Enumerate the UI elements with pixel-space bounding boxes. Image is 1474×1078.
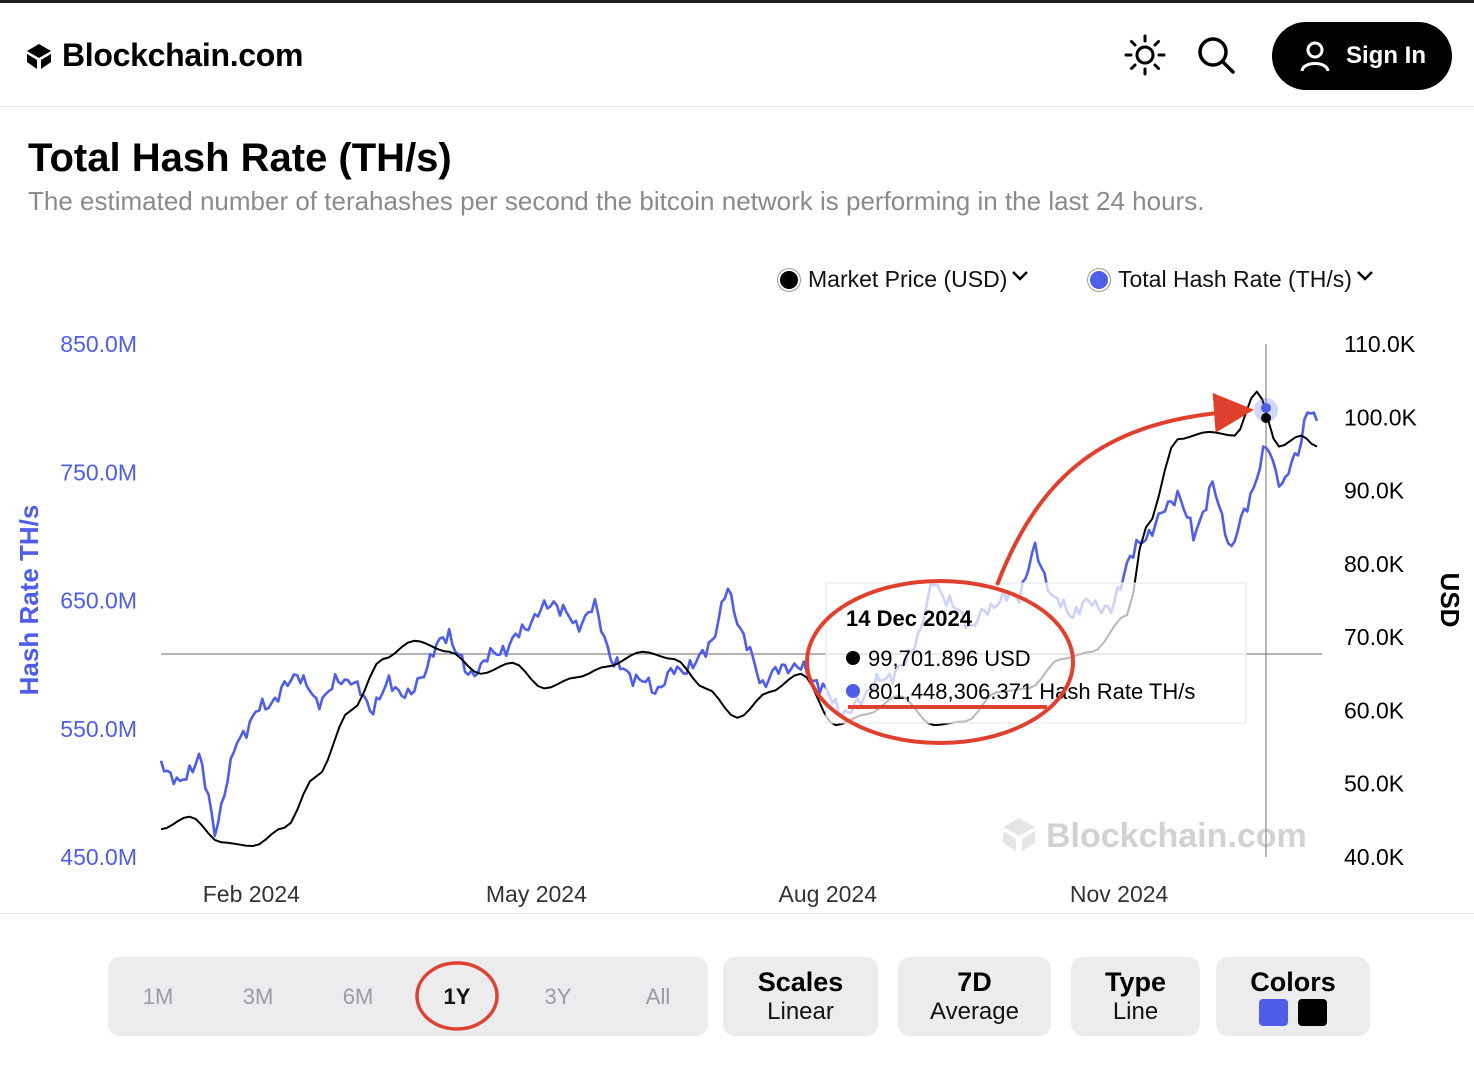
colors-title: Colors [1250,967,1336,997]
color-swatch-price[interactable] [1298,999,1327,1026]
logo[interactable]: Blockchain.com [24,37,304,74]
x-tick-label: Nov 2024 [1070,881,1169,907]
watermark-text: Blockchain.com [1046,817,1307,855]
user-icon [1300,41,1330,72]
x-tick-label: Feb 2024 [203,881,300,907]
site-header: Blockchain.com Sign In [0,3,1474,107]
y-left-tick-label: 850.0M [60,331,137,357]
average-control[interactable]: 7D Average [898,957,1051,1036]
colors-control[interactable]: Colors [1216,957,1370,1036]
range-1m-button[interactable]: 1M [142,983,174,1009]
y-right-tick-label: 110.0K [1344,331,1416,357]
y-left-tick-label: 550.0M [60,716,137,742]
y-axis-right-title: USD [1435,573,1465,628]
tooltip-hash-value: 801,448,306.371 Hash Rate TH/s [868,679,1195,704]
range-6m-button[interactable]: 6M [342,983,374,1009]
sign-in-button[interactable]: Sign In [1272,22,1452,90]
y-axis-left-title: Hash Rate TH/s [14,505,44,696]
tooltip-price-value: 99,701.896 USD [868,646,1031,671]
footer-divider [0,913,1474,914]
type-control[interactable]: Type Line [1071,957,1200,1036]
legend-label-price: Market Price (USD) [808,266,1008,292]
page-subtitle: The estimated number of terahashes per s… [28,186,1205,216]
y-right-tick-label: 40.0K [1344,844,1405,870]
page-title: Total Hash Rate (TH/s) [28,136,452,180]
theme-toggle-sun-icon[interactable] [1123,33,1167,77]
y-right-tick-label: 100.0K [1344,404,1418,430]
y-right-tick-label: 60.0K [1344,697,1405,723]
y-right-tick-label: 80.0K [1344,551,1405,577]
x-tick-label: Aug 2024 [779,881,878,907]
y-left-tick-label: 650.0M [60,588,137,614]
hover-hash-point [1261,403,1271,413]
legend-market-price[interactable]: Market Price (USD) [778,266,1030,293]
type-value: Line [1112,997,1159,1025]
range-3m-button[interactable]: 3M [242,983,274,1009]
legend-hash-rate[interactable]: Total Hash Rate (TH/s) [1088,266,1375,293]
annotation-ellipse [805,579,1075,745]
chevron-down-icon [1012,270,1029,281]
scales-value: Linear [767,997,834,1025]
hash-rate-chart[interactable]: Blockchain.com 850.0M 750.0M 650.0M 550.0M 4… [0,320,1474,910]
watermark: Blockchain.com [1003,817,1307,855]
sign-in-label: Sign In [1346,42,1426,69]
average-title: 7D [957,966,992,997]
color-swatch-hash[interactable] [1259,999,1288,1026]
annotation-circle-1y [415,961,499,1031]
tooltip-date: 14 Dec 2024 [846,606,973,631]
hash-rate-series-line [159,411,1319,838]
average-value: Average [930,997,1019,1025]
range-all-button[interactable]: All [645,983,671,1009]
tooltip-price-dot [846,651,860,665]
y-left-tick-label: 450.0M [60,844,137,870]
type-title: Type [1104,966,1166,997]
y-right-tick-label: 50.0K [1344,771,1405,797]
scales-control[interactable]: Scales Linear [723,957,878,1036]
legend-dot-price [778,268,800,291]
y-right-tick-label: 90.0K [1344,478,1405,504]
tooltip-hash-dot [846,684,860,698]
logo-text: Blockchain.com [62,37,304,73]
search-icon[interactable] [1194,33,1238,77]
top-border [0,0,1474,3]
y-right-tick-label: 70.0K [1344,624,1405,650]
hover-price-point [1261,413,1271,423]
time-range-selector: 1M 3M 6M 1Y 3Y All [108,957,708,1036]
range-3y-button[interactable]: 3Y [544,983,572,1009]
scales-title: Scales [757,966,844,997]
y-left-tick-label: 750.0M [60,459,137,485]
legend-label-hash: Total Hash Rate (TH/s) [1118,266,1352,292]
x-tick-label: May 2024 [486,881,587,907]
blockchain-logo-icon [27,43,51,69]
range-1y-button[interactable]: 1Y [443,983,471,1009]
legend-dot-hash [1088,268,1110,291]
annotation-arrow [995,392,1254,586]
chevron-down-icon [1357,270,1373,281]
